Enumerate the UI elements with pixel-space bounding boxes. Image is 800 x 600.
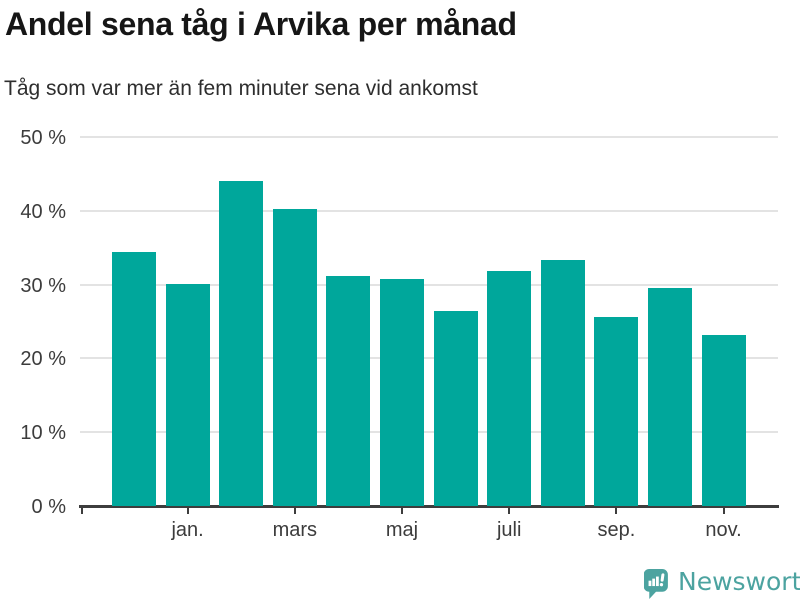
- gridline-20: [80, 357, 778, 360]
- y-axis-label: 30 %: [20, 274, 66, 297]
- gridline-50: [80, 136, 778, 138]
- x-axis-label: maj: [385, 519, 419, 541]
- x-axis-tick: [615, 507, 618, 514]
- bar-juni: [433, 311, 478, 506]
- bar-nov: [701, 334, 746, 506]
- chart-title: Andel sena tåg i Arvika per månad: [5, 6, 517, 42]
- x-axis-origin-tick: [81, 507, 83, 514]
- footer-logo: Newsworthy: [644, 567, 800, 599]
- x-axis-label: sep.: [597, 519, 636, 541]
- x-axis-line: [79, 505, 779, 508]
- x-axis-tick: [401, 507, 403, 514]
- gridline-40: [80, 209, 778, 212]
- chart-subtitle: Tåg som var mer än fem minuter sena vid …: [4, 77, 478, 100]
- x-axis-label: juli: [496, 519, 522, 541]
- bar-maj: [380, 278, 424, 506]
- x-axis-tick: [186, 507, 189, 514]
- x-axis-tick: [508, 507, 511, 514]
- x-axis-label: jan.: [171, 519, 204, 541]
- x-axis-tick: [722, 507, 725, 514]
- y-axis-label: 20 %: [20, 348, 66, 371]
- bar-feb: [219, 180, 264, 506]
- bar-dec: [112, 252, 156, 506]
- gridline-30: [80, 283, 778, 286]
- bar-apr: [326, 276, 371, 506]
- x-axis-label: nov.: [705, 519, 742, 541]
- y-axis-label: 40 %: [20, 200, 66, 223]
- bar-jan: [165, 283, 210, 506]
- bar-juli: [487, 270, 532, 506]
- brand-name: Newsworthy: [678, 567, 800, 596]
- y-axis-label: 0 %: [31, 496, 66, 518]
- bar-chart-speech-bubble-icon: [644, 569, 668, 599]
- x-axis-tick: [293, 507, 296, 514]
- bar-aug: [540, 259, 585, 506]
- bar-mars: [272, 209, 317, 506]
- bar-okt: [648, 287, 692, 506]
- y-axis-label: 10 %: [20, 422, 66, 445]
- bar-sep: [594, 317, 639, 506]
- gridline-10: [80, 431, 778, 434]
- y-axis-label: 50 %: [20, 127, 66, 149]
- x-axis-label: mars: [272, 519, 318, 541]
